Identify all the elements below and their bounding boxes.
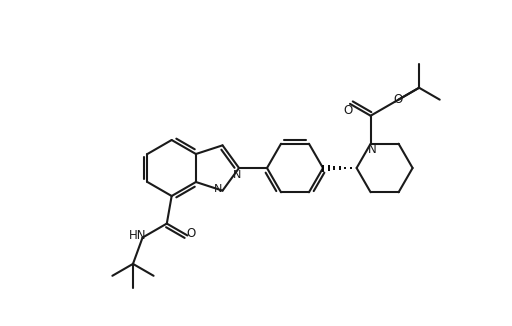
- Text: HN: HN: [129, 229, 146, 242]
- Text: N: N: [368, 143, 377, 156]
- Text: O: O: [344, 104, 353, 117]
- Text: N: N: [215, 184, 223, 194]
- Text: O: O: [393, 93, 402, 106]
- Text: O: O: [187, 227, 196, 240]
- Text: N: N: [233, 170, 241, 180]
